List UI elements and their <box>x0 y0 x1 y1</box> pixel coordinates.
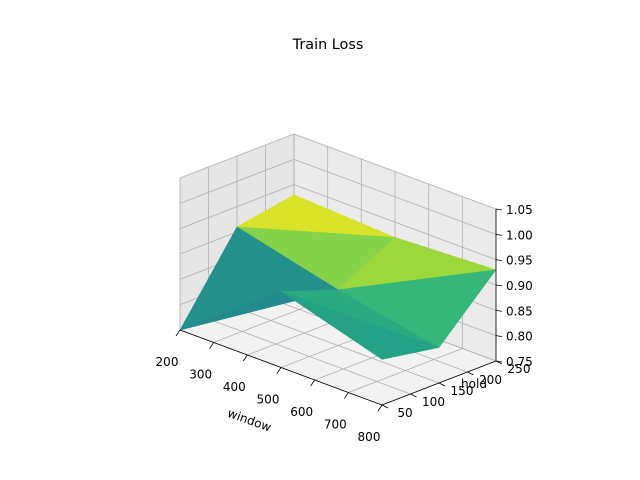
z-tick-mark <box>495 335 503 338</box>
z-tick-label: 1.05 <box>506 203 533 217</box>
x-tick-label: 800 <box>358 430 381 444</box>
y-tick-mark <box>438 382 446 387</box>
y-grid-floor <box>236 307 440 384</box>
z-tick-mark <box>495 360 503 363</box>
z-tick-label: 0.85 <box>506 304 533 318</box>
x-tick-mark <box>243 354 248 362</box>
y-tick-mark <box>410 393 417 398</box>
z-tick-label: 0.95 <box>506 254 533 268</box>
y-tick-mark <box>467 371 474 376</box>
x-tick-mark <box>377 404 383 412</box>
x-tick-mark <box>276 367 282 374</box>
z-tick-mark <box>495 284 503 287</box>
surface <box>179 194 497 360</box>
y-tick-label: 250 <box>508 362 531 376</box>
z-tick-mark <box>495 259 503 262</box>
surface-facet <box>280 291 440 360</box>
y-tick-label: 150 <box>451 384 474 398</box>
z-grid-back <box>293 184 497 261</box>
y-tick-label: 50 <box>397 406 412 420</box>
z-tick-label: 0.90 <box>506 279 533 293</box>
z-tick-mark <box>495 233 503 236</box>
z-tick-mark <box>495 309 503 312</box>
z-grid-side <box>179 184 295 230</box>
y-grid-floor <box>208 318 411 395</box>
x-tick-label: 200 <box>156 355 179 369</box>
z-tick-label: 1.00 <box>506 228 533 242</box>
x-axis-label: window <box>226 406 274 435</box>
x-tick-label: 600 <box>290 405 313 419</box>
x-tick-label: 400 <box>223 380 246 394</box>
z-tick-label: 0.75 <box>506 355 533 369</box>
x-tick-mark <box>209 342 214 349</box>
z-tick-mark <box>495 208 503 211</box>
chart-title: Train Loss <box>292 37 364 53</box>
z-grid-back <box>293 133 497 210</box>
x-tick-mark <box>310 379 315 387</box>
y-tick-label: 100 <box>422 395 445 409</box>
x-tick-mark <box>175 329 181 337</box>
z-grid-back <box>293 158 497 235</box>
z-tick-label: 0.80 <box>506 330 533 344</box>
y-tick-mark <box>381 404 389 409</box>
y-tick-label: 200 <box>479 373 502 387</box>
x-tick-label: 300 <box>189 368 212 382</box>
x-tick-label: 700 <box>324 418 347 432</box>
z-grid-side <box>179 133 295 179</box>
x-tick-mark <box>344 392 349 399</box>
x-tick-label: 500 <box>257 393 280 407</box>
z-grid-side <box>179 158 295 204</box>
y-axis-label: hold <box>461 377 487 391</box>
